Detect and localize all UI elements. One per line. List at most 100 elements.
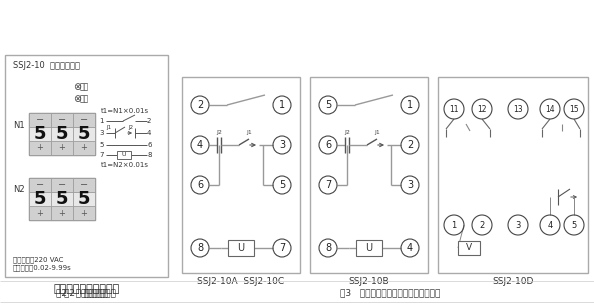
Text: 12: 12 bbox=[477, 105, 486, 113]
Bar bbox=[51, 127, 73, 141]
Text: 图3   继电器内部及端子接线图（背视）: 图3 继电器内部及端子接线图（背视） bbox=[340, 289, 440, 297]
Text: 8: 8 bbox=[147, 152, 151, 158]
Text: 7: 7 bbox=[99, 152, 103, 158]
Text: 图2   继电器面板图: 图2 继电器面板图 bbox=[64, 289, 116, 297]
Bar bbox=[182, 77, 300, 273]
Text: 15: 15 bbox=[569, 105, 579, 113]
Text: +: + bbox=[59, 209, 65, 217]
Text: 5: 5 bbox=[34, 125, 46, 143]
Text: 5: 5 bbox=[34, 190, 46, 208]
Text: 2: 2 bbox=[407, 140, 413, 150]
Text: 3: 3 bbox=[407, 180, 413, 190]
Text: +: + bbox=[81, 209, 87, 217]
Text: 6: 6 bbox=[197, 180, 203, 190]
Text: U: U bbox=[365, 243, 372, 253]
Text: +: + bbox=[37, 209, 43, 217]
Text: 5: 5 bbox=[78, 190, 90, 208]
Text: U: U bbox=[238, 243, 245, 253]
Bar bbox=[73, 141, 95, 155]
Text: ⊗: ⊗ bbox=[73, 82, 81, 92]
Bar bbox=[29, 113, 51, 127]
Text: 5: 5 bbox=[99, 142, 103, 148]
Text: 上海上继科技有限公司: 上海上继科技有限公司 bbox=[53, 284, 119, 294]
Bar bbox=[438, 77, 588, 273]
Text: 4: 4 bbox=[197, 140, 203, 150]
Text: 8: 8 bbox=[325, 243, 331, 253]
Text: t1=N2×0.01s: t1=N2×0.01s bbox=[101, 162, 149, 168]
Text: 13: 13 bbox=[513, 105, 523, 113]
Bar bbox=[356, 240, 382, 256]
Text: 1: 1 bbox=[451, 221, 457, 229]
Text: SSJ2-10  型时间继电器: SSJ2-10 型时间继电器 bbox=[13, 61, 80, 70]
Text: 延时范围：0.02-9.99s: 延时范围：0.02-9.99s bbox=[13, 264, 72, 271]
Text: 5: 5 bbox=[279, 180, 285, 190]
Bar bbox=[73, 206, 95, 220]
Text: N2: N2 bbox=[13, 185, 25, 195]
Text: 3: 3 bbox=[99, 130, 103, 136]
Text: 5: 5 bbox=[56, 190, 68, 208]
Text: +: + bbox=[59, 143, 65, 152]
Text: 6: 6 bbox=[325, 140, 331, 150]
Text: 3: 3 bbox=[279, 140, 285, 150]
Text: 1: 1 bbox=[407, 100, 413, 110]
Bar bbox=[51, 206, 73, 220]
Text: J2: J2 bbox=[344, 130, 350, 135]
Text: 8: 8 bbox=[197, 243, 203, 253]
Text: 额定电压：220 VAC: 额定电压：220 VAC bbox=[13, 257, 64, 263]
Text: 5: 5 bbox=[78, 125, 90, 143]
Bar bbox=[73, 113, 95, 127]
Text: 4: 4 bbox=[548, 221, 552, 229]
Text: V: V bbox=[466, 243, 472, 253]
Text: −: − bbox=[36, 115, 44, 125]
Bar bbox=[51, 113, 73, 127]
Text: 电源: 电源 bbox=[80, 82, 89, 92]
Text: −: − bbox=[80, 115, 88, 125]
Text: J1: J1 bbox=[246, 130, 252, 135]
Text: 6: 6 bbox=[147, 142, 151, 148]
Bar bbox=[29, 178, 95, 220]
Text: 1: 1 bbox=[279, 100, 285, 110]
Text: 2: 2 bbox=[197, 100, 203, 110]
Bar bbox=[73, 178, 95, 192]
Text: 动作: 动作 bbox=[80, 95, 89, 103]
Bar bbox=[51, 192, 73, 206]
Text: N1: N1 bbox=[13, 120, 25, 130]
Text: +: + bbox=[81, 143, 87, 152]
Text: t1=N1×0.01s: t1=N1×0.01s bbox=[101, 108, 149, 114]
Text: 7: 7 bbox=[279, 243, 285, 253]
Bar bbox=[29, 192, 51, 206]
Bar bbox=[5, 55, 168, 277]
Text: −: − bbox=[36, 180, 44, 190]
Text: SSJ2-10A  SSJ2-10C: SSJ2-10A SSJ2-10C bbox=[197, 277, 285, 285]
Text: −: − bbox=[58, 180, 66, 190]
Bar bbox=[310, 77, 428, 273]
Bar bbox=[29, 206, 51, 220]
Text: J1: J1 bbox=[374, 130, 380, 135]
Bar bbox=[29, 178, 51, 192]
Bar bbox=[29, 141, 51, 155]
Text: SSJ2-10D: SSJ2-10D bbox=[492, 277, 533, 285]
Text: 7: 7 bbox=[325, 180, 331, 190]
Text: 4: 4 bbox=[147, 130, 151, 136]
Text: −: − bbox=[58, 115, 66, 125]
Text: 2: 2 bbox=[479, 221, 485, 229]
Text: 14: 14 bbox=[545, 105, 555, 113]
Text: J2: J2 bbox=[128, 125, 133, 131]
Bar bbox=[29, 127, 51, 141]
Text: 图2   继电器面板图: 图2 继电器面板图 bbox=[56, 288, 108, 297]
Text: J2: J2 bbox=[216, 130, 222, 135]
Text: 5: 5 bbox=[325, 100, 331, 110]
Text: +: + bbox=[37, 143, 43, 152]
Bar bbox=[228, 240, 254, 256]
Text: U: U bbox=[122, 152, 127, 157]
Text: 11: 11 bbox=[449, 105, 459, 113]
Bar bbox=[458, 241, 480, 255]
Bar bbox=[73, 192, 95, 206]
Bar bbox=[51, 178, 73, 192]
Text: SSJ2-10B: SSJ2-10B bbox=[349, 277, 389, 285]
Text: ⊗: ⊗ bbox=[73, 94, 81, 104]
Text: J1: J1 bbox=[106, 125, 111, 131]
Text: 1: 1 bbox=[99, 118, 103, 124]
Text: −: − bbox=[80, 180, 88, 190]
Bar bbox=[117, 151, 131, 159]
